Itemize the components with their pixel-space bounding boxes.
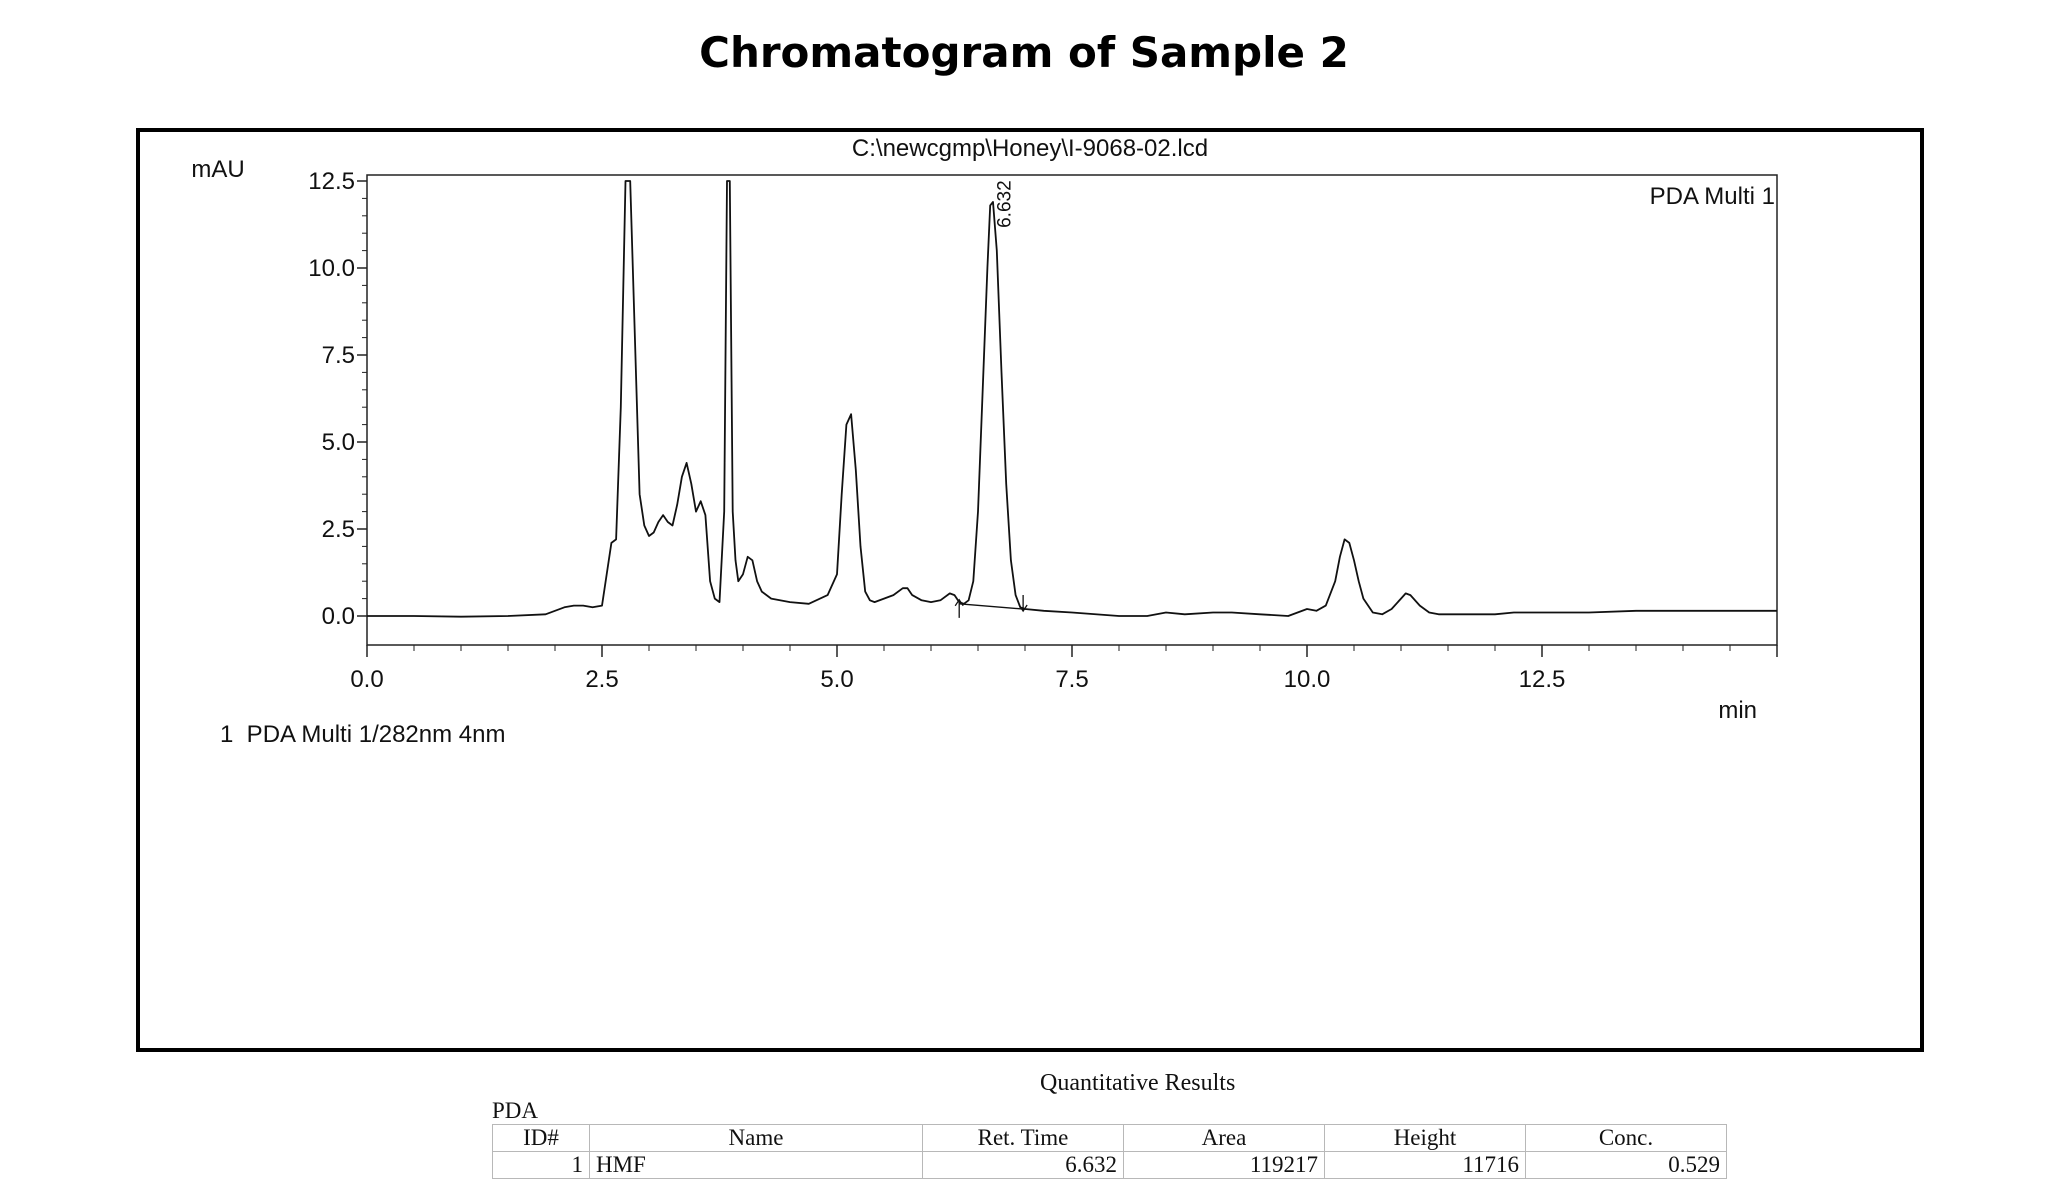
chromatogram-report-frame: C:\newcgmp\Honey\I-9068-02.lcd mAU min P… [136, 128, 1924, 1179]
baseline-start-mark [954, 598, 964, 618]
results-header-row: ID# Name Ret. Time Area Height Conc. [492, 1124, 1727, 1152]
baseline-marks [954, 595, 1028, 618]
y-tick-label: 0.0 [322, 603, 355, 630]
x-tick-label: 0.0 [350, 666, 383, 693]
chart-title: C:\newcgmp\Honey\I-9068-02.lcd [852, 135, 1208, 162]
cell-id: 1 [492, 1151, 590, 1179]
y-tick-label: 5.0 [322, 429, 355, 456]
column-header-conc: Conc. [1525, 1124, 1727, 1152]
x-tick-label: 10.0 [1284, 666, 1331, 693]
cell-area: 119217 [1123, 1151, 1325, 1179]
chromatogram-trace [367, 180, 1777, 618]
y-tick-label: 10.0 [308, 255, 355, 282]
baseline-end-mark [1018, 595, 1028, 613]
y-tick-label: 2.5 [322, 516, 355, 543]
y-tick-label: 7.5 [322, 342, 355, 369]
plot-area [366, 174, 1778, 646]
cell-name: HMF [589, 1151, 923, 1179]
table-row: 1 HMF 6.632 119217 11716 0.529 [492, 1151, 1727, 1179]
results-title: Quantitative Results [1040, 1070, 1236, 1096]
results-group-label: PDA [492, 1098, 539, 1123]
peak-label: 6.632 [994, 180, 1015, 228]
x-axis-label: min [1718, 697, 1757, 724]
x-tick-label: 2.5 [585, 666, 618, 693]
y-axis-ticks: 0.0 2.5 5.0 7.5 10.0 12.5 [308, 168, 367, 630]
x-axis-ticks: 0.0 2.5 5.0 7.5 10.0 12.5 [350, 645, 1778, 693]
y-tick-label: 12.5 [308, 168, 355, 195]
x-tick-label: 7.5 [1055, 666, 1088, 693]
legend-label: PDA Multi 1 [1650, 183, 1775, 210]
column-header-area: Area [1123, 1124, 1325, 1152]
column-header-name: Name [589, 1124, 923, 1152]
column-header-height: Height [1324, 1124, 1526, 1152]
cell-conc: 0.529 [1525, 1151, 1727, 1179]
x-tick-label: 12.5 [1519, 666, 1566, 693]
y-axis-label: mAU [191, 156, 244, 183]
cell-ret-time: 6.632 [922, 1151, 1124, 1179]
results-section: PDA ID# Name Ret. Time Area Height Conc.… [492, 1098, 1727, 1179]
detector-caption: 1 PDA Multi 1/282nm 4nm [220, 721, 505, 748]
chromatogram-chart: C:\newcgmp\Honey\I-9068-02.lcd mAU min P… [191, 135, 1778, 748]
integration-baseline [959, 603, 1024, 610]
cell-height: 11716 [1324, 1151, 1526, 1179]
column-header-id: ID# [492, 1124, 590, 1152]
x-tick-label: 5.0 [820, 666, 853, 693]
slide-title: Chromatogram of Sample 2 [699, 28, 1349, 77]
column-header-ret-time: Ret. Time [922, 1124, 1124, 1152]
